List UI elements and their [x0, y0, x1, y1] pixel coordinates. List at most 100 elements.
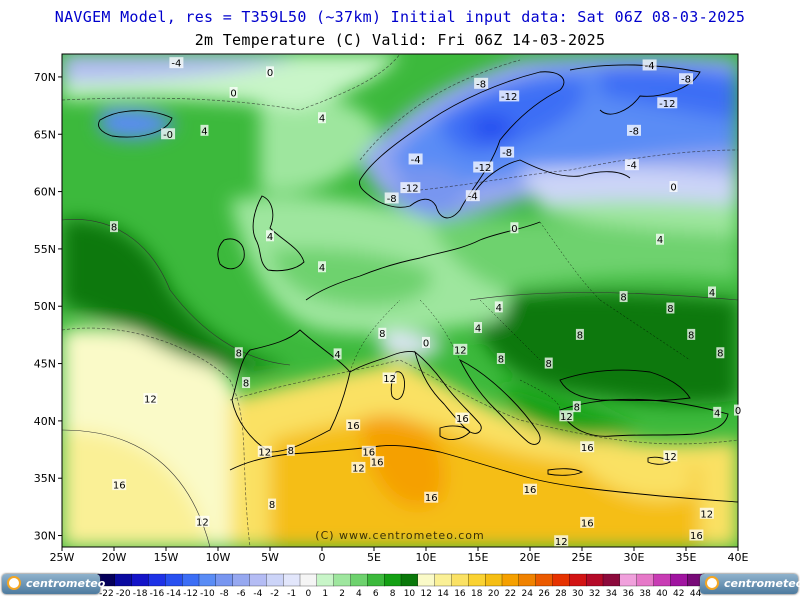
colorbar-label: -18 [133, 589, 148, 599]
colorbar-label: 2 [339, 589, 345, 599]
centrometeo-logo-right: centrometeo [700, 574, 800, 594]
colorbar-swatch [384, 573, 402, 587]
x-tick-label: 40E [728, 551, 749, 564]
colorbar-label: -4 [253, 589, 262, 599]
contour-label-bg [734, 404, 742, 416]
contour-label: 4 [496, 303, 502, 314]
contour-label-bg [657, 97, 678, 109]
colorbar-swatch [249, 573, 267, 587]
contour-label: 4 [319, 263, 325, 274]
x-tick-label: 0 [319, 551, 326, 564]
x-tick-label: 25W [50, 551, 75, 564]
colorbar-label: 12 [421, 589, 432, 599]
y-tick-label: 50N [34, 300, 56, 313]
y-tick-label: 70N [34, 71, 56, 84]
contour-label: 8 [243, 379, 249, 390]
colorbar-label: 28 [555, 589, 567, 599]
contour-label: -12 [659, 99, 675, 110]
contour-label: 8 [577, 330, 583, 341]
contour-label: 4 [714, 408, 720, 419]
contour-label-bg [229, 86, 238, 98]
contour-label-bg [384, 192, 399, 204]
y-tick-label: 30N [34, 530, 56, 543]
contour-label-bg [580, 441, 595, 453]
contour-label-bg [161, 128, 176, 140]
contour-label: 4 [201, 126, 207, 137]
contour-label-bg [169, 57, 184, 69]
contour-label: 16 [456, 414, 469, 425]
contour-label: 16 [524, 485, 537, 496]
colorbar-label: 22 [505, 589, 516, 599]
colorbar-label: 44 [690, 589, 702, 599]
contour-label-bg [370, 456, 385, 468]
colorbar-label: 38 [639, 589, 651, 599]
contour-label-bg [143, 393, 158, 405]
colorbar-swatch [586, 573, 604, 587]
contour-label-bg [453, 343, 468, 355]
x-tick-label: 5E [367, 551, 381, 564]
colorbar-label: -22 [99, 589, 114, 599]
colorbar-label: 30 [572, 589, 584, 599]
colorbar-swatch [232, 573, 250, 587]
contour-label-bg [627, 124, 641, 136]
contour-label: 0 [511, 224, 517, 235]
contour-label: 12 [258, 447, 271, 458]
contour-label-bg [580, 516, 595, 528]
colorbar-swatch [602, 573, 621, 587]
colorbar-label: 42 [673, 589, 684, 599]
colorbar-swatch [451, 573, 469, 587]
contour-label: 16 [425, 493, 438, 504]
contour-label-bg [544, 357, 553, 369]
contour-label-bg [496, 352, 505, 364]
contour-label-bg [382, 372, 397, 384]
watermark-text: (C) www.centrometeo.com [315, 529, 484, 542]
contour-label-bg [110, 221, 118, 233]
contour-label-bg [195, 515, 210, 527]
colorbar-swatch [215, 573, 234, 587]
colorbar-swatch [619, 573, 638, 587]
colorbar-label: -12 [183, 589, 198, 599]
colorbar-swatch [468, 573, 486, 587]
contour-label-bg [699, 507, 714, 519]
contour-label: -4 [627, 161, 637, 172]
contour-label-bg [716, 347, 725, 359]
contour-label-bg [351, 461, 366, 473]
contour-label-bg [666, 302, 675, 314]
contour-label: 8 [688, 330, 694, 341]
contour-label-bg [400, 182, 421, 194]
x-tick-label: 35E [676, 551, 697, 564]
colorbar-swatch [114, 573, 133, 587]
colorbar-swatch [636, 573, 654, 587]
colorbar-label: 16 [454, 589, 466, 599]
colorbar-label: -1 [287, 589, 296, 599]
contour-label: 16 [581, 518, 594, 529]
x-tick-label: 10W [206, 551, 231, 564]
contour-label-bg [346, 419, 361, 431]
colorbar-swatch [552, 573, 570, 587]
contour-label: -8 [476, 79, 486, 90]
y-tick-label: 60N [34, 186, 56, 199]
colorbar-label: 24 [522, 589, 534, 599]
colorbar-swatch [198, 573, 217, 587]
contour-label: 16 [347, 421, 360, 432]
contour-label: 4 [709, 288, 715, 299]
colorbar-label: 26 [538, 589, 550, 599]
colorbar-label: 14 [437, 589, 449, 599]
contour-label-bg [679, 73, 693, 85]
colorbar-swatch [350, 573, 368, 587]
contour-label-bg [112, 479, 127, 491]
logo-text-left: centrometeo [26, 577, 106, 590]
valid-time-title: 2m Temperature (C) Valid: Fri 06Z 14-03-… [194, 31, 606, 49]
contour-label-bg [424, 491, 439, 503]
colorbar-label: -8 [220, 589, 229, 599]
colorbar-label: -14 [166, 589, 181, 599]
contour-label-bg [286, 444, 295, 456]
contour-label: 12 [454, 345, 467, 356]
contour-label: 8 [236, 349, 242, 360]
contour-label-bg [572, 401, 581, 413]
y-tick-label: 65N [34, 128, 56, 141]
contour-label-bg [465, 190, 480, 202]
contour-label: 8 [717, 349, 723, 360]
contour-label-bg [494, 301, 503, 313]
contour-label: 12 [144, 395, 157, 406]
